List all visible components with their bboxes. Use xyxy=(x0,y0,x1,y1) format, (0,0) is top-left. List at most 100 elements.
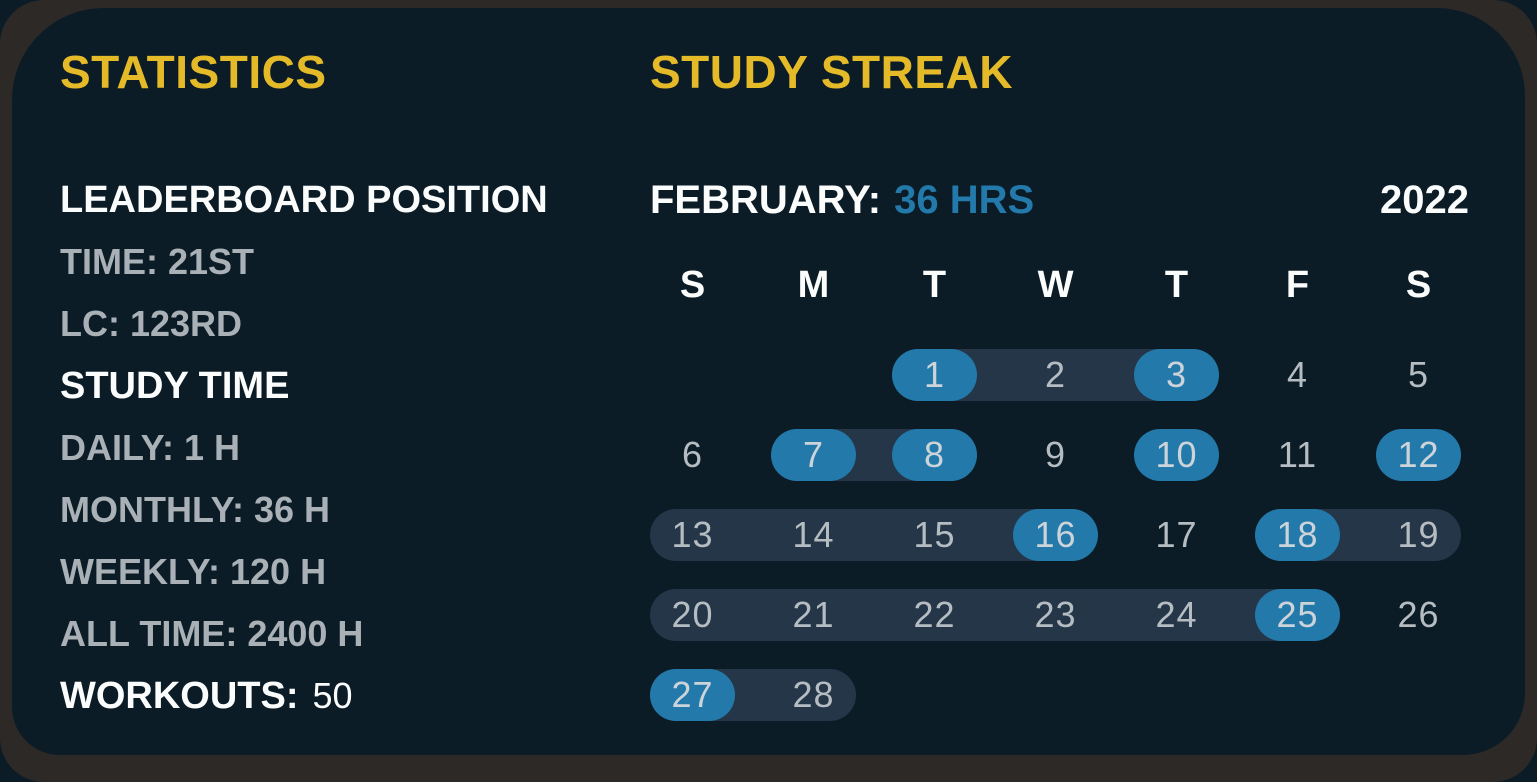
leaderboard-lc-stat: LC: 123RD xyxy=(60,303,243,344)
weekday-header: T xyxy=(922,263,947,306)
studied-day-pill: 25 xyxy=(1255,589,1340,641)
streak-range-segment xyxy=(874,589,995,641)
calendar-day-cell: 23 xyxy=(995,575,1116,655)
month-label: FEBRUARY: xyxy=(650,177,882,222)
weekday-header: S xyxy=(679,263,706,306)
calendar-day-cell: 21 xyxy=(753,575,874,655)
year-label: 2022 xyxy=(1380,177,1469,222)
leaderboard-position-heading: LEADERBOARD POSITION xyxy=(60,179,548,221)
calendar-empty-cell xyxy=(1237,655,1358,735)
statistics-panel: STATISTICS LEADERBOARD POSITION TIME: 21… xyxy=(60,44,620,727)
calendar-day-cell: 1 xyxy=(874,335,995,415)
weekday-header: T xyxy=(1164,263,1189,306)
weekday-header: S xyxy=(1405,263,1432,306)
day-number: 22 xyxy=(913,594,956,635)
streak-range-segment xyxy=(753,669,856,721)
studied-day-pill: 7 xyxy=(771,429,856,481)
calendar-day-cell: 5 xyxy=(1358,335,1479,415)
streak-range-segment xyxy=(1358,509,1461,561)
day-number: 23 xyxy=(1034,594,1077,635)
weekday-header: M xyxy=(797,263,830,306)
month-hours-value: 36 HRS xyxy=(894,177,1035,222)
calendar-day-cell: 28 xyxy=(753,655,874,735)
all-time-study-stat: ALL TIME: 2400 H xyxy=(60,613,364,654)
day-number: 26 xyxy=(1397,594,1440,635)
calendar-day-cell: 10 xyxy=(1116,415,1237,495)
calendar-day-cell: 17 xyxy=(1116,495,1237,575)
studied-day-pill: 18 xyxy=(1255,509,1340,561)
day-number: 9 xyxy=(1044,434,1067,475)
calendar-empty-cell xyxy=(1116,655,1237,735)
calendar-day-cell: 7 xyxy=(753,415,874,495)
studied-day-pill: 12 xyxy=(1376,429,1461,481)
day-number: 5 xyxy=(1407,354,1430,395)
studied-day-pill: 3 xyxy=(1134,349,1219,401)
day-number: 24 xyxy=(1155,594,1198,635)
workouts-label: WORKOUTS: xyxy=(60,675,299,717)
calendar-empty-cell xyxy=(632,335,753,415)
calendar-day-cell: 25 xyxy=(1237,575,1358,655)
streak-range-segment xyxy=(995,349,1116,401)
streak-range-segment xyxy=(650,509,753,561)
calendar-day-cell: 27 xyxy=(632,655,753,735)
day-number: 14 xyxy=(792,514,835,555)
calendar-day-cell: 8 xyxy=(874,415,995,495)
stats-card: STATISTICS LEADERBOARD POSITION TIME: 21… xyxy=(12,8,1525,755)
streak-range-segment xyxy=(1116,589,1237,641)
day-number: 17 xyxy=(1155,514,1198,555)
workouts-stat: WORKOUTS: 50 xyxy=(60,665,620,727)
weekday-header: F xyxy=(1285,263,1310,306)
day-number: 28 xyxy=(792,674,835,715)
day-number: 15 xyxy=(913,514,956,555)
day-number: 4 xyxy=(1286,354,1309,395)
streak-range-segment xyxy=(874,509,995,561)
calendar-day-cell: 20 xyxy=(632,575,753,655)
day-number: 21 xyxy=(792,594,835,635)
day-number: 20 xyxy=(671,594,714,635)
calendar-day-cell: 11 xyxy=(1237,415,1358,495)
calendar-day-cell: 24 xyxy=(1116,575,1237,655)
calendar-day-cell: 3 xyxy=(1116,335,1237,415)
calendar-empty-cell xyxy=(753,335,874,415)
calendar-day-cell: 6 xyxy=(632,415,753,495)
day-number: 13 xyxy=(671,514,714,555)
day-number: 11 xyxy=(1277,434,1318,475)
daily-study-stat: DAILY: 1 H xyxy=(60,427,241,468)
calendar-day-cell: 19 xyxy=(1358,495,1479,575)
statistics-lines: LEADERBOARD POSITION TIME: 21ST LC: 123R… xyxy=(60,169,620,727)
calendar-empty-cell xyxy=(874,655,995,735)
streak-range-segment xyxy=(753,589,874,641)
calendar-day-cell: 22 xyxy=(874,575,995,655)
workouts-value: 50 xyxy=(312,675,353,716)
calendar-day-cell: 4 xyxy=(1237,335,1358,415)
calendar-day-cell: 12 xyxy=(1358,415,1479,495)
month-summary-row: FEBRUARY: 36 HRS 2022 xyxy=(632,169,1479,231)
day-number: 19 xyxy=(1397,514,1440,555)
studied-day-pill: 8 xyxy=(892,429,977,481)
studied-day-pill: 16 xyxy=(1013,509,1098,561)
studied-day-pill: 1 xyxy=(892,349,977,401)
streak-range-segment xyxy=(650,589,753,641)
study-streak-title: STUDY STREAK xyxy=(650,46,1013,98)
month-hours-summary: FEBRUARY: 36 HRS xyxy=(650,178,1034,223)
calendar-day-cell: 18 xyxy=(1237,495,1358,575)
streak-range-segment xyxy=(753,509,874,561)
calendar-day-cell: 26 xyxy=(1358,575,1479,655)
calendar-empty-cell xyxy=(1358,655,1479,735)
calendar-day-cell: 13 xyxy=(632,495,753,575)
leaderboard-time-stat: TIME: 21ST xyxy=(60,241,255,282)
calendar-day-cell: 15 xyxy=(874,495,995,575)
statistics-title: STATISTICS xyxy=(60,46,327,98)
study-time-heading: STUDY TIME xyxy=(60,365,290,407)
studied-day-pill: 10 xyxy=(1134,429,1219,481)
calendar-empty-cell xyxy=(995,655,1116,735)
day-number: 2 xyxy=(1044,354,1067,395)
weekday-header: W xyxy=(1037,263,1074,306)
calendar-day-cell: 9 xyxy=(995,415,1116,495)
streak-range-segment xyxy=(995,589,1116,641)
day-number: 6 xyxy=(681,434,704,475)
weekly-study-stat: WEEKLY: 120 H xyxy=(60,551,327,592)
calendar-grid: 1 2 3 4 5 6 7 8 9 10 11 12 13 14 15 16 17 18 19 20 21 22 23 24 2… xyxy=(632,335,1479,735)
